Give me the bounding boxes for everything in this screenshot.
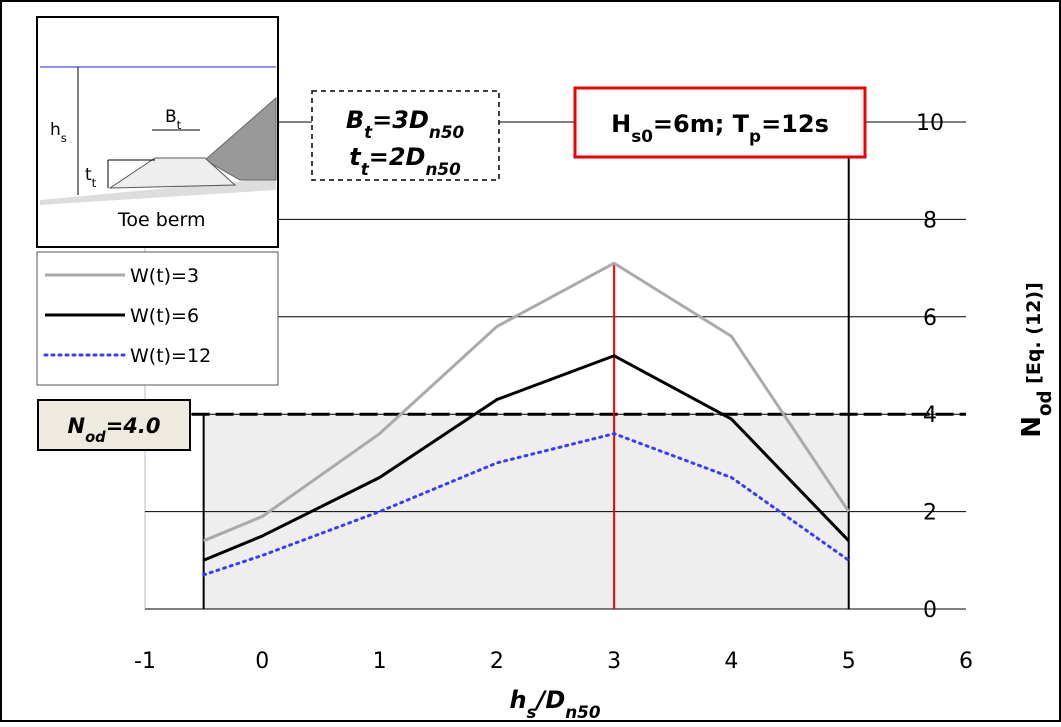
series-line <box>203 354 850 562</box>
text-part: t <box>85 165 92 185</box>
y-tick-label: 8 <box>923 208 937 233</box>
text-part: N <box>1017 416 1047 438</box>
x-axis-title: hs/Dn50 <box>509 686 600 722</box>
text-part: =3D <box>372 106 429 134</box>
text-part: /D <box>534 686 566 714</box>
text-part: N <box>68 414 86 438</box>
text-part: [Eq. (12)] <box>1023 282 1045 390</box>
y-tick-label: 2 <box>923 501 937 526</box>
text-part: p <box>749 126 761 146</box>
y-axis-title: Nod [Eq. (12)] <box>1017 282 1056 437</box>
text-part: s <box>527 702 537 722</box>
text-part: =6m; <box>653 110 733 138</box>
text-part: T <box>733 110 750 138</box>
x-tick-label: -1 <box>134 649 156 674</box>
text-part: B <box>346 106 364 134</box>
plot: 0 2 4 6 8 10 -1 0 1 2 3 4 5 6 <box>134 111 973 674</box>
y-tick-label: 10 <box>916 111 944 136</box>
text-part: H <box>611 110 631 138</box>
text-part: h <box>50 120 61 140</box>
series-line <box>202 432 851 577</box>
inset-label: Toe berm <box>117 209 205 231</box>
y-tick-label: 4 <box>923 403 937 428</box>
x-tick-label: 5 <box>842 649 856 674</box>
text-part: t <box>92 176 97 190</box>
text-part: t <box>177 118 182 132</box>
text-part: s <box>61 131 67 145</box>
inset-label: tt <box>85 165 97 190</box>
x-tick-label: 4 <box>724 649 738 674</box>
text-part: s0 <box>631 126 653 146</box>
berm-note: Bt=3Dn50 <box>346 106 465 142</box>
breakwater <box>204 96 277 181</box>
x-tick-label: 3 <box>607 649 621 674</box>
x-tick-label: 1 <box>373 649 387 674</box>
x-tick-label: 6 <box>959 649 973 674</box>
threshold-box <box>37 399 191 451</box>
threshold-label: Nod=4.0 <box>68 414 161 446</box>
series-line <box>203 261 850 543</box>
text-part: =4.0 <box>106 414 161 438</box>
x-tick-label: 0 <box>255 649 269 674</box>
text-part: h <box>509 686 526 714</box>
text-part: t <box>361 159 370 179</box>
wave-box <box>573 86 867 159</box>
berm-box <box>311 90 500 181</box>
text-part: od <box>1035 390 1056 416</box>
text-part: n50 <box>425 159 461 179</box>
legend-label: W(t)=3 <box>130 265 199 287</box>
text-part: =2D <box>369 143 426 171</box>
legend-label: W(t)=12 <box>130 345 211 367</box>
inset-label: hs <box>50 120 67 145</box>
text-part: n50 <box>429 122 465 142</box>
text-part: od <box>85 429 106 446</box>
text-part: B <box>165 107 177 127</box>
x-tick-label: 2 <box>490 649 504 674</box>
inset-label: Bt <box>165 107 182 132</box>
text-part: t <box>364 122 373 142</box>
text-part: t <box>349 143 362 171</box>
berm-note: tt=2Dn50 <box>349 143 461 179</box>
text-part: n50 <box>565 702 601 722</box>
toe-berm <box>108 157 237 189</box>
legend-label: W(t)=6 <box>130 305 199 327</box>
y-tick-label: 6 <box>923 306 937 331</box>
wave-note: Hs0=6m; Tp=12s <box>611 110 829 146</box>
y-tick-label: 0 <box>923 598 937 623</box>
text-part: =12s <box>761 110 829 138</box>
inset <box>36 16 279 248</box>
